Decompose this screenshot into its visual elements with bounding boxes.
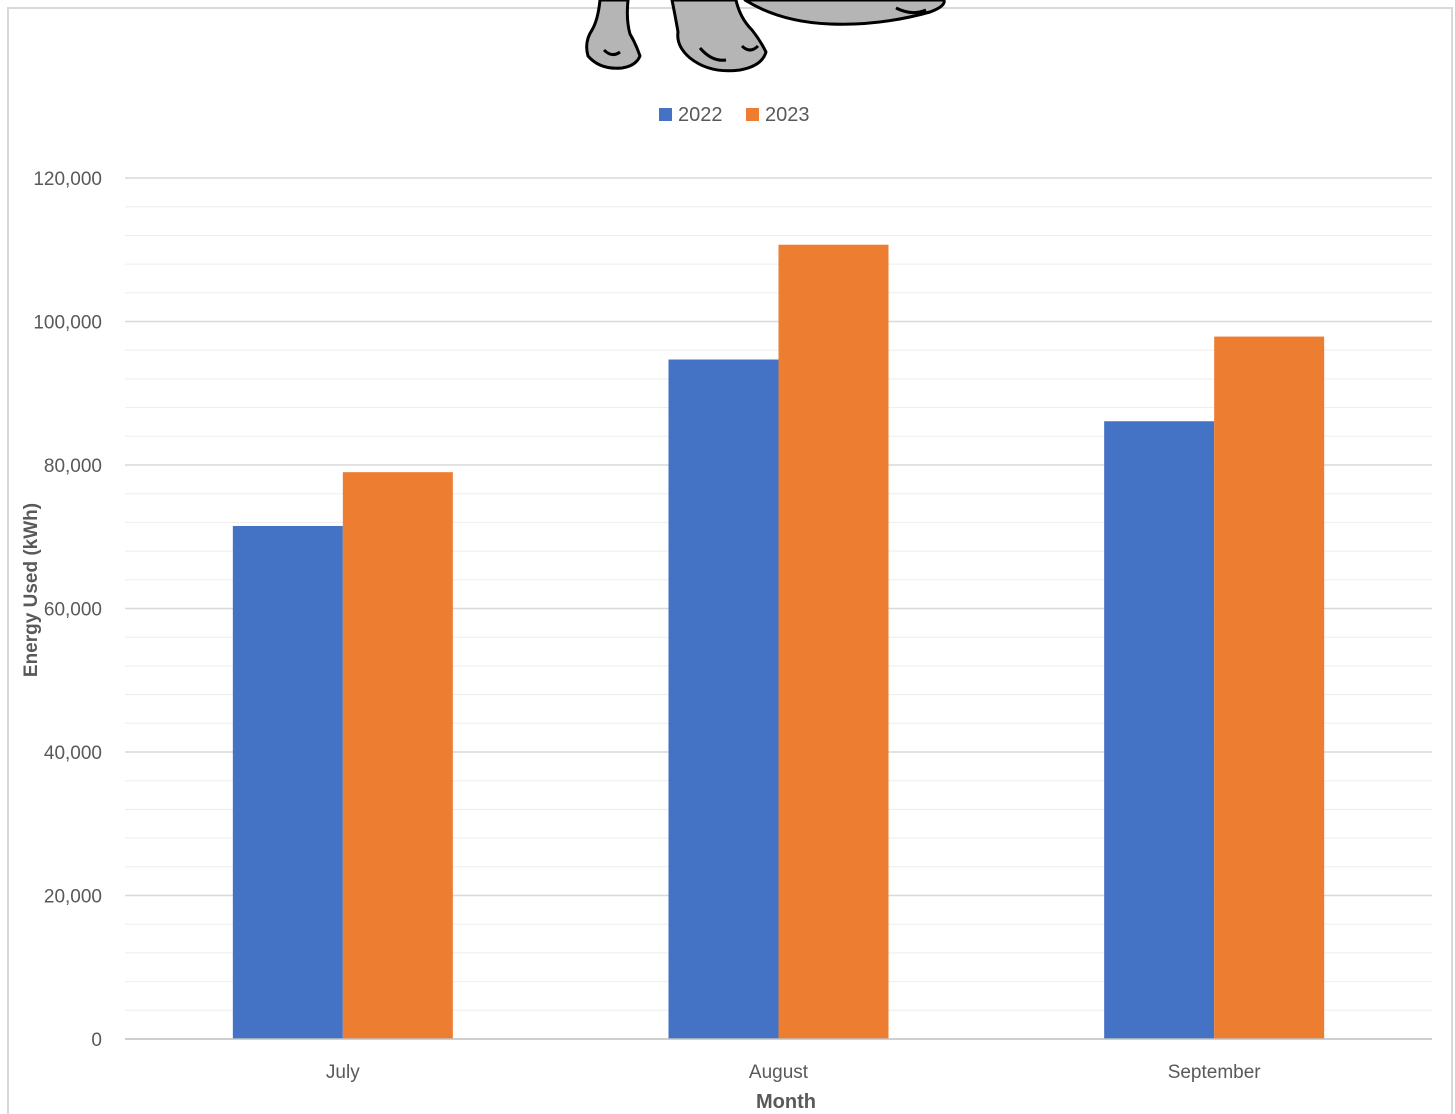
y-tick-label: 120,000	[33, 169, 102, 190]
legend-label-2022: 2022	[678, 104, 723, 126]
y-tick-label: 100,000	[33, 313, 102, 334]
legend-label-2023: 2023	[765, 104, 810, 126]
bar-2023-september	[1214, 336, 1325, 1039]
bar-2023-august	[778, 244, 889, 1040]
x-tick-label: July	[326, 1062, 360, 1083]
y-axis-title: Energy Used (kWh)	[21, 503, 42, 677]
y-tick-label: 0	[91, 1030, 102, 1051]
x-tick-label: September	[1168, 1062, 1262, 1083]
cartoon-elephant-feet-icon	[585, 0, 946, 73]
bar-2023-july	[342, 472, 453, 1039]
y-tick-label: 80,000	[44, 456, 102, 477]
axes: 0 20,000 40,000 60,000 80,000 100,000 120,000 J…	[33, 169, 1432, 1083]
y-tick-label: 40,000	[44, 743, 102, 764]
x-tick-label: August	[749, 1062, 809, 1083]
y-tick-label: 20,000	[44, 887, 102, 908]
bar-2022-july	[232, 525, 343, 1039]
x-axis-title: Month	[756, 1091, 816, 1113]
y-tick-label: 60,000	[44, 600, 102, 621]
legend: 2022 2023	[659, 104, 810, 126]
legend-swatch-2022	[659, 108, 672, 121]
bar-2022-august	[668, 359, 779, 1040]
bar-2022-september	[1104, 421, 1215, 1039]
bars	[232, 244, 1325, 1040]
legend-swatch-2023	[746, 108, 759, 121]
